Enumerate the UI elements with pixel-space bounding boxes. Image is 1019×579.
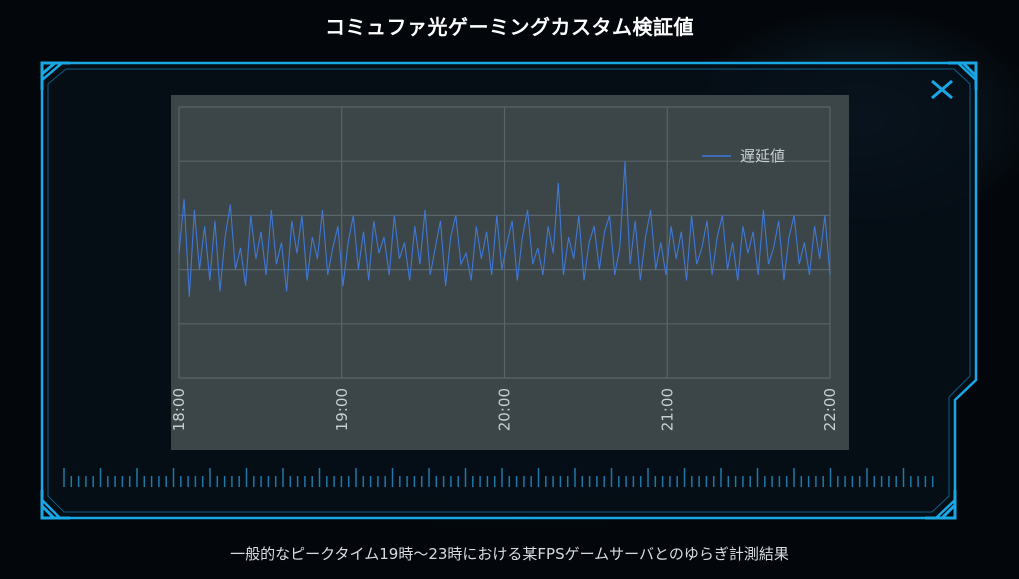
ruler-ticks [63,468,934,487]
x-tick-label: 20:00 [496,388,514,431]
x-tick-label: 21:00 [658,388,676,431]
chart-grid [178,106,831,379]
latency-chart: 18:00 19:00 20:00 21:00 22:00 遅延値 [171,106,839,431]
frame-inner-line [47,68,971,513]
series-line-latency [178,161,831,297]
x-tick-label: 19:00 [333,388,351,431]
x-tick-label: 22:00 [821,388,839,431]
x-tick-label: 18:00 [171,388,188,431]
x-axis-ticks: 18:00 19:00 20:00 21:00 22:00 [171,388,839,431]
page-title: コミュファ光ゲーミングカスタム検証値 [325,15,694,39]
caption-text: 一般的なピークタイム19時〜23時における某FPSゲームサーバとのゆらぎ計測結果 [230,545,789,563]
frame-corner-accents [40,61,978,520]
close-icon [931,79,953,100]
close-button[interactable] [928,78,956,102]
chart-legend: 遅延値 [702,147,785,165]
chart-panel: 18:00 19:00 20:00 21:00 22:00 遅延値 [171,95,849,450]
legend-label: 遅延値 [740,147,785,165]
